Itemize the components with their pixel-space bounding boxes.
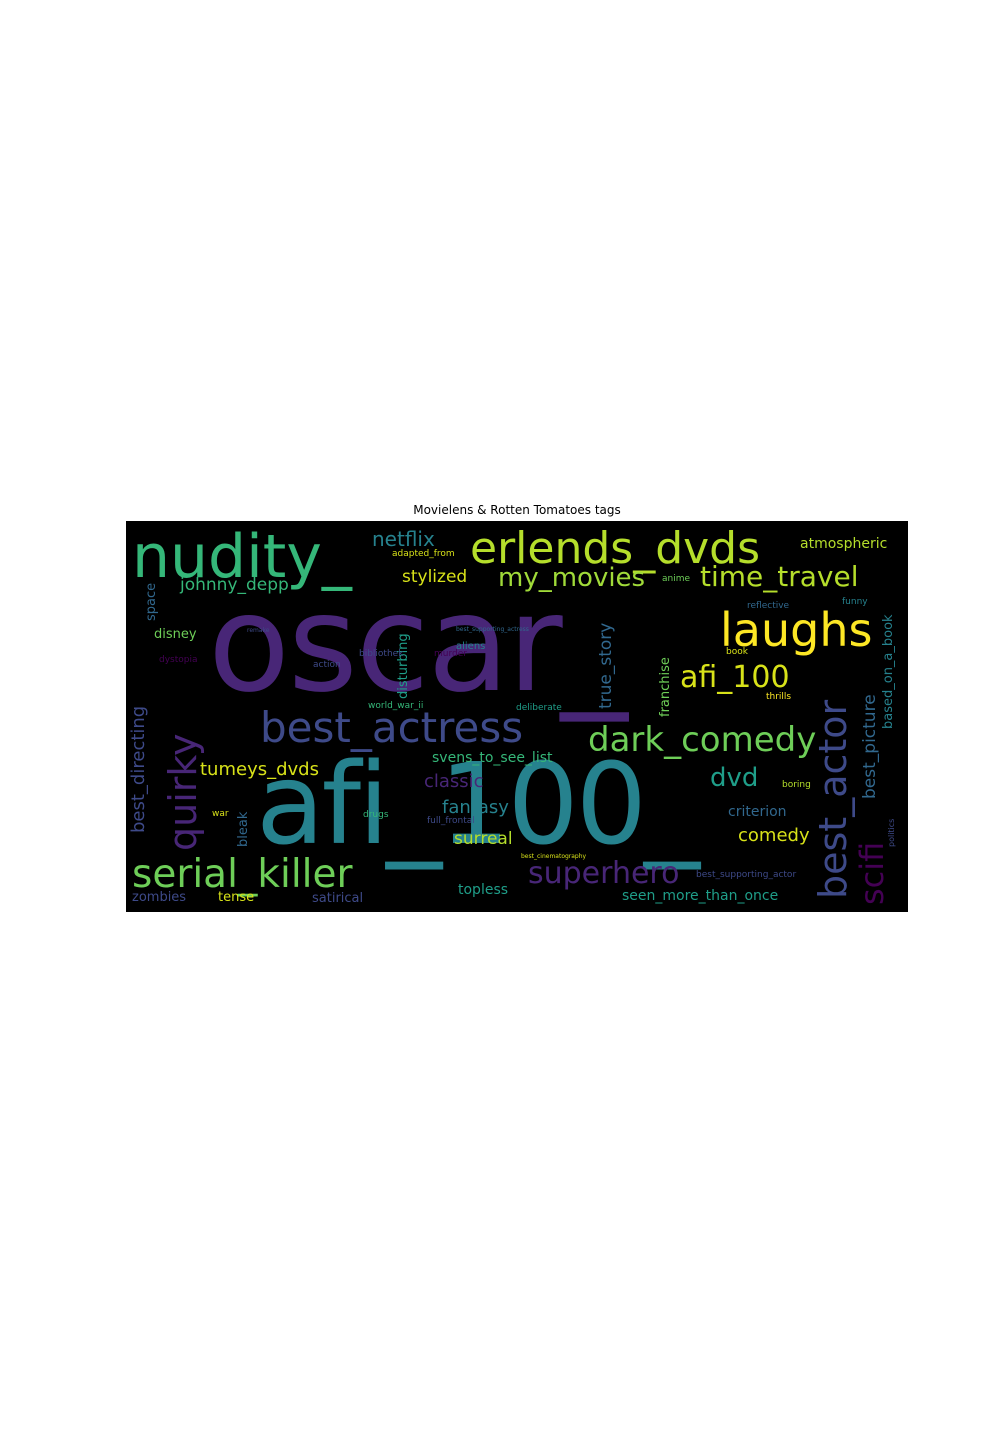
word-book: book [726,647,748,657]
word-svens-to-see-list: svens_to_see_list [432,750,553,766]
word-seen-more-than-once: seen_more_than_once [622,888,779,904]
word-johnny-depp: johnny_depp [180,575,289,595]
word-full-frontal: full_frontal [427,816,475,826]
word-dystopia: dystopia [159,655,198,665]
word-my-movies: my_movies [498,563,646,593]
word-bibliothek: bibliothek [359,649,404,659]
word-fantasy: fantasy [442,797,509,818]
figure-title: Movielens & Rotten Tomatoes tags [413,503,621,517]
word-best-supporting-actress: best_supporting_actress [456,626,529,633]
word-quirky: quirky [161,733,205,851]
word-based-on-a-book: based_on_a_book [881,614,896,729]
word-action: action [313,660,341,670]
word-afi-100: afi_100 [680,660,790,695]
word-boring: boring [782,780,811,790]
word-classic: classic [424,771,484,792]
word-serial-killer: serial_killer [132,852,353,897]
word-satirical: satirical [312,891,364,906]
word-best-picture: best_picture [860,694,880,799]
word-superhero: superhero [528,856,680,891]
word-best-cinematography: best_cinematography [521,853,587,860]
word-adapted-from: adapted_from [392,549,455,559]
word-funny: funny [842,597,868,607]
word-thrills: thrills [766,692,792,702]
word-dvd: dvd [710,763,759,793]
word-netflix: netflix [372,527,435,551]
word-afi-100-large: afi_100_ [256,740,700,870]
word-tense: tense [218,890,255,905]
word-aliens: aliens [456,641,486,652]
word-topless: topless [458,882,509,898]
word-space: space [144,582,159,621]
word-best-supporting-actor: best_supporting_actor [696,870,797,880]
word-murder: murder [434,649,467,659]
word-franchise: franchise [658,657,673,717]
word-drugs: drugs [363,810,389,820]
word-war: war [212,809,229,819]
word-true-story: true_story [596,622,616,709]
word-best-directing: best_directing [128,705,149,833]
word-nudity: nudity_ [132,522,352,592]
word-oscar: oscar_ [208,566,628,722]
word-dark-comedy: dark_comedy [588,720,817,760]
word-anime: anime [662,574,691,584]
word-disney: disney [154,627,197,642]
word-cloud: oscar_ afi_100_ nudity_ erlends_dvds lau… [126,521,908,912]
word-criterion: criterion [728,804,787,820]
word-tumeys-dvds: tumeys_dvds [200,759,319,780]
word-deliberate: deliberate [516,703,562,713]
word-reflective: reflective [747,601,790,611]
word-stylized: stylized [402,567,468,587]
word-best-actress: best_actress [260,703,524,752]
word-politics: politics [887,818,896,847]
word-best-actor: best_actor [811,699,855,899]
word-world-war-ii: world_war_ii [368,701,424,711]
word-time-travel: time_travel [700,560,859,593]
word-laughs: laughs [720,603,873,657]
word-atmospheric: atmospheric [800,536,888,552]
word-disturbing: disturbing [396,633,411,699]
word-comedy: comedy [738,825,810,846]
word-erlends-dvds: erlends_dvds [470,523,761,574]
word-bleak: bleak [236,811,251,847]
word-scifi: scifi [853,841,891,905]
word-surreal: surreal [454,829,513,849]
word-zombies: zombies [132,890,187,905]
word-remake: remake [247,627,270,634]
